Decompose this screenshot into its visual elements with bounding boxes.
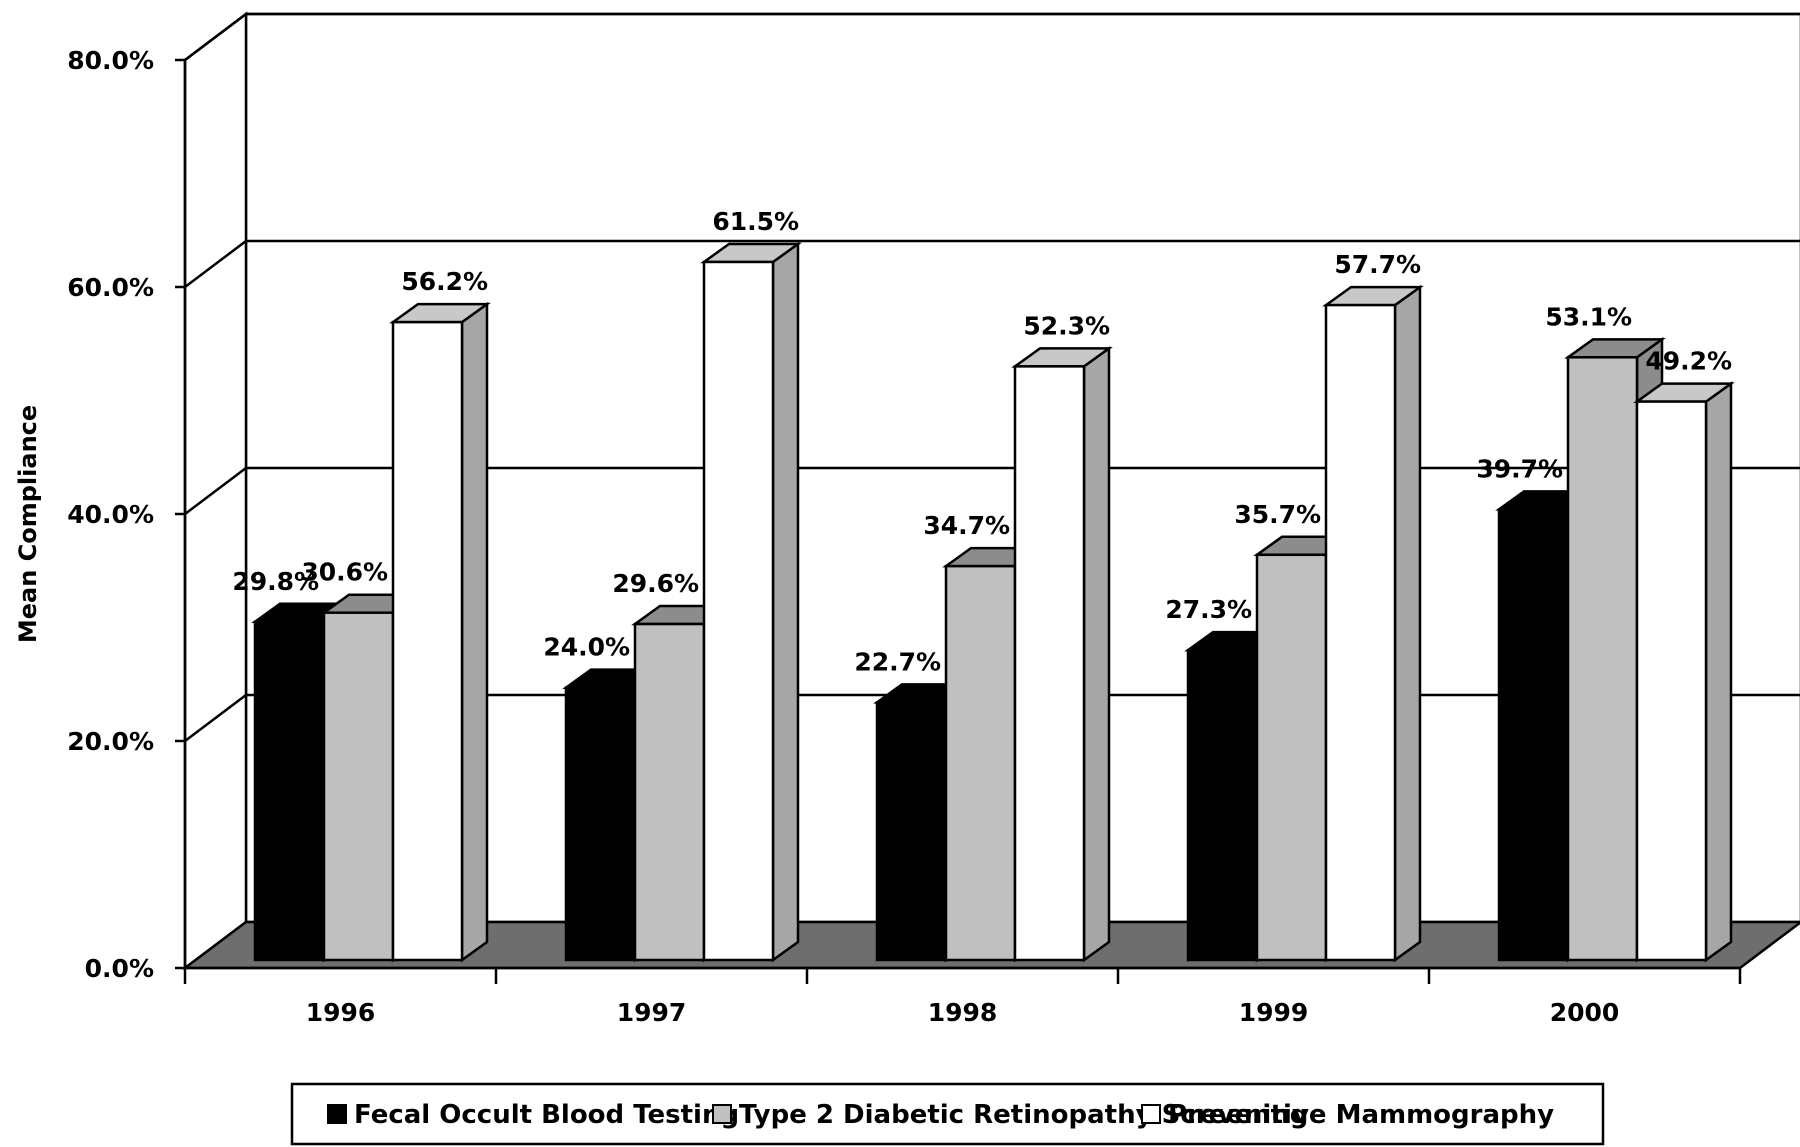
bar [702, 260, 775, 962]
data-label: 49.2% [1645, 347, 1732, 376]
gridline-side [184, 694, 247, 742]
data-label: 29.8% [232, 567, 319, 596]
gridline-side [184, 240, 247, 288]
bar [322, 611, 395, 962]
bar [633, 622, 706, 962]
bar [1566, 356, 1639, 962]
bar [1255, 553, 1328, 962]
data-label: 56.2% [401, 267, 488, 296]
legend-label: Preventive Mammography [1168, 1100, 1554, 1130]
data-label: 39.7% [1476, 454, 1563, 483]
data-label: 35.7% [1234, 500, 1321, 529]
bar-side [1082, 345, 1111, 963]
data-label: 53.1% [1545, 302, 1632, 331]
legend-box [290, 1082, 1605, 1146]
legend-swatch [327, 1104, 347, 1124]
legend-swatch [712, 1104, 732, 1124]
bar-side [771, 241, 800, 963]
y-tick-label: 20.0% [67, 727, 154, 756]
bar [391, 320, 464, 962]
bar-side [1393, 284, 1422, 963]
bar-side [460, 301, 489, 963]
data-label: 30.6% [301, 558, 388, 587]
x-tick-label: 1996 [306, 998, 376, 1027]
bar [564, 686, 637, 962]
legend: Fecal Occult Blood Testing Type 2 Diabeti… [290, 1082, 1605, 1146]
data-label: 52.3% [1023, 311, 1110, 340]
legend-swatch [1141, 1104, 1161, 1124]
data-label: 34.7% [923, 511, 1010, 540]
y-axis-title: Mean Compliance [14, 405, 42, 643]
bar [1635, 400, 1708, 962]
gridline-side [184, 467, 247, 515]
bar [875, 701, 948, 962]
y-tick-label: 40.0% [67, 500, 154, 529]
value-axis: 0.0% 20.0% 40.0% 60.0% 80.0% [67, 46, 187, 983]
data-label: 22.7% [854, 647, 941, 676]
data-label: 24.0% [543, 633, 630, 662]
x-tick-label: 1997 [617, 998, 687, 1027]
data-label: 29.6% [612, 569, 699, 598]
gridline-side [184, 13, 247, 61]
y-tick-label: 60.0% [67, 273, 154, 302]
bar-side [1704, 381, 1733, 963]
legend-label: Type 2 Diabetic Retinopathy Screening [739, 1100, 1308, 1130]
data-label: 57.7% [1334, 250, 1421, 279]
x-tick-label: 1998 [928, 998, 998, 1027]
bar [1497, 508, 1570, 962]
bars [251, 241, 1735, 963]
y-tick-label: 80.0% [67, 46, 154, 75]
bar [253, 620, 326, 962]
bar [1324, 303, 1397, 962]
x-tick-label: 1999 [1239, 998, 1309, 1027]
data-label: 27.3% [1165, 595, 1252, 624]
bar [1013, 365, 1086, 962]
bar [1186, 648, 1259, 962]
category-axis: 1996 1997 1998 1999 2000 [183, 966, 1742, 1027]
data-label: 61.5% [712, 207, 799, 236]
y-tick-label: 0.0% [85, 954, 154, 983]
x-tick-label: 2000 [1550, 998, 1620, 1027]
data-labels: 29.8%30.6% 56.2% 24.0% 29.6% 61.5% 22.7% 34.7%… [232, 207, 1732, 676]
legend-label: Fecal Occult Blood Testing [354, 1100, 739, 1130]
bar [944, 564, 1017, 962]
